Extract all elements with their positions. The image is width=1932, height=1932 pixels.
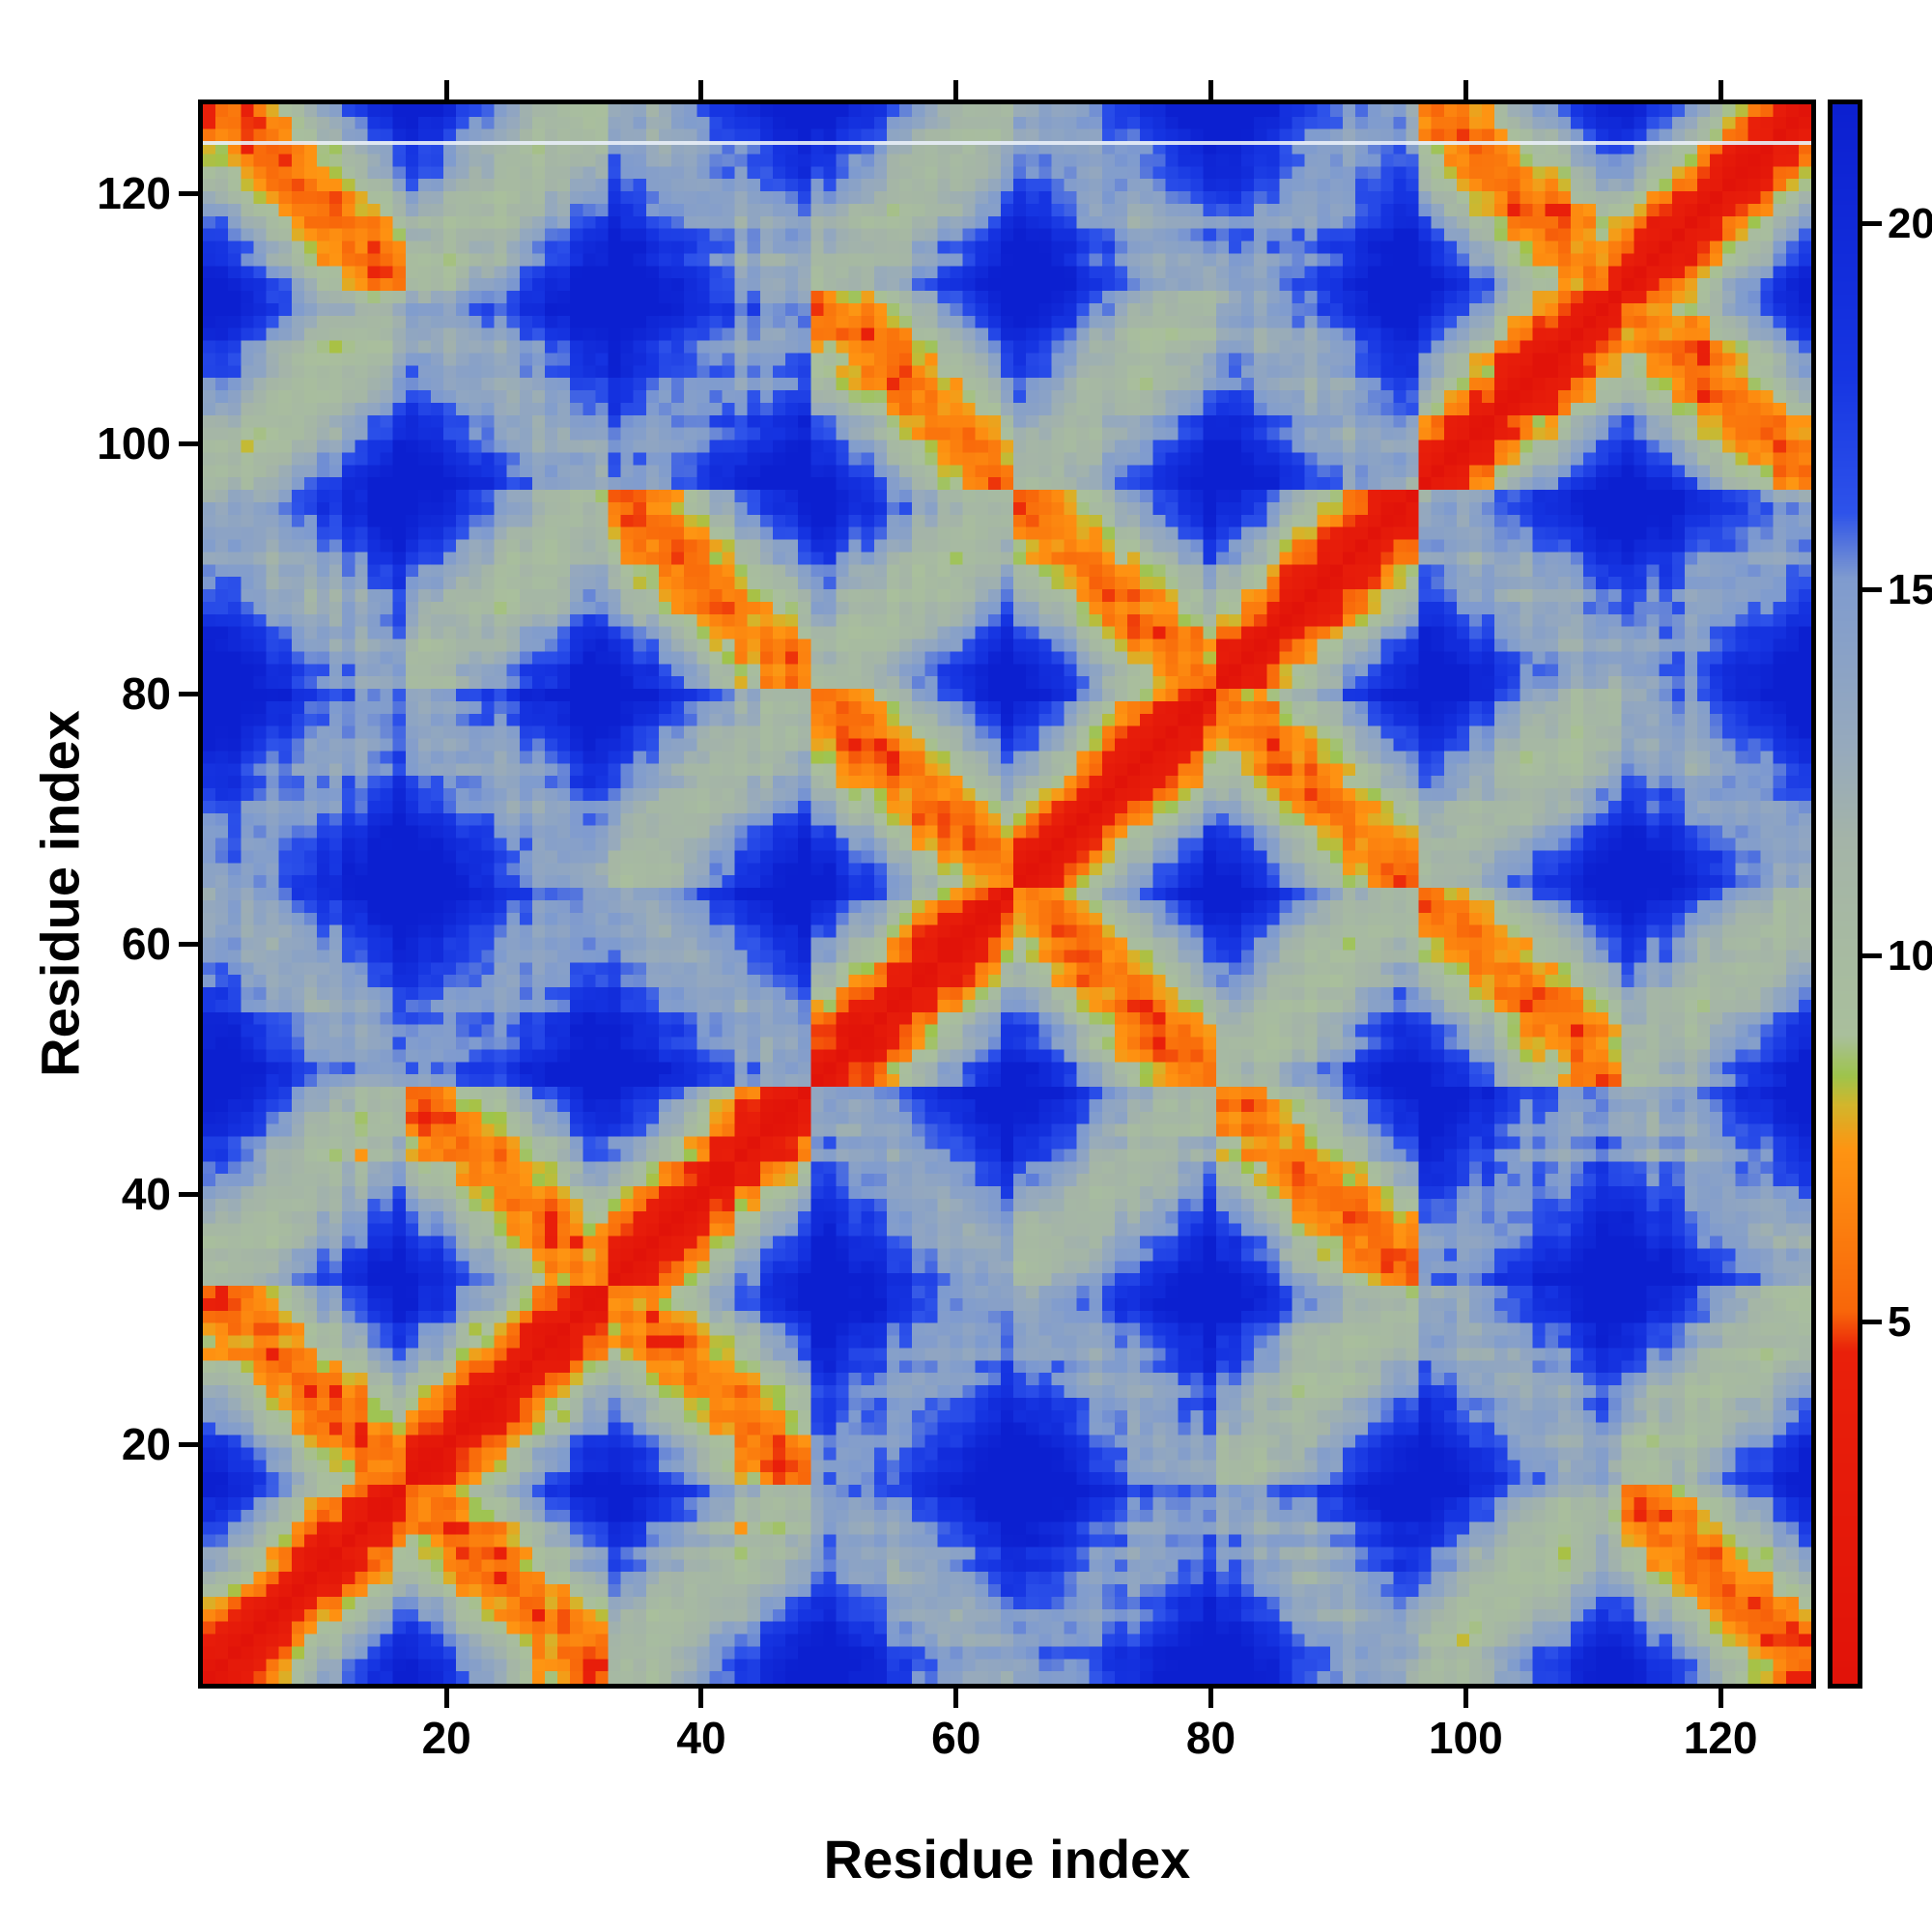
x-tick-label: 40 [676,1713,726,1763]
y-tick-mark [179,1191,198,1197]
x-axis-label: Residue index [823,1829,1191,1889]
colorbar-tick-mark [1862,953,1882,959]
x-tick-mark [1208,1689,1214,1708]
x-tick-mark-top [443,80,449,99]
y-axis-label: Residue index [29,710,91,1077]
y-tick-label: 20 [121,1419,171,1470]
colorbar-canvas [1833,104,1858,1684]
x-tick-label: 80 [1185,1713,1236,1763]
y-tick-label: 60 [121,919,171,970]
y-tick-mark [179,1441,198,1447]
colorbar-tick-label: 5 [1888,1297,1912,1346]
x-tick-mark [1463,1689,1468,1708]
colorbar [1828,99,1862,1689]
x-tick-mark-top [698,80,704,99]
x-tick-label: 20 [421,1713,471,1763]
x-tick-label: 100 [1428,1713,1503,1763]
x-tick-mark-top [1718,80,1723,99]
y-tick-label: 100 [97,418,171,469]
x-tick-mark-top [1463,80,1468,99]
x-tick-mark-top [953,80,959,99]
plot-frame [198,99,1816,1689]
y-tick-mark [179,190,198,196]
colorbar-tick-label: 20 [1888,199,1932,247]
x-tick-mark [953,1689,959,1708]
x-tick-label: 60 [931,1713,981,1763]
x-tick-mark-top [1208,80,1214,99]
colorbar-tick-label: 10 [1888,931,1932,980]
x-tick-label: 120 [1683,1713,1758,1763]
y-tick-mark [179,941,198,947]
colorbar-tick-mark [1862,1320,1882,1325]
x-tick-mark [698,1689,704,1708]
x-tick-mark [443,1689,449,1708]
colorbar-tick-mark [1862,587,1882,593]
y-tick-label: 120 [97,168,171,219]
y-tick-mark [179,691,198,696]
y-tick-label: 80 [121,668,171,720]
colorbar-tick-label: 15 [1888,565,1932,613]
y-tick-label: 40 [121,1169,171,1220]
colorbar-tick-mark [1862,221,1882,227]
y-tick-mark [179,440,198,446]
x-tick-mark [1718,1689,1723,1708]
heatmap-canvas [203,104,1811,1684]
